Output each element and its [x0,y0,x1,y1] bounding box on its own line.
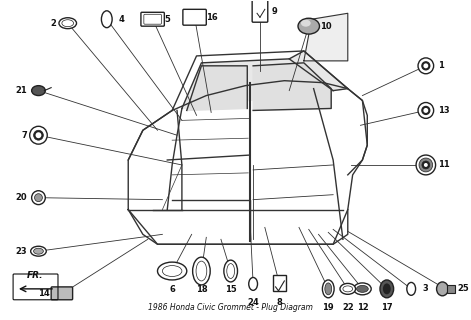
Ellipse shape [193,257,210,285]
Circle shape [35,132,41,138]
Ellipse shape [33,248,43,254]
Text: 23: 23 [15,247,27,256]
Text: 5: 5 [164,15,170,24]
Text: 1: 1 [438,61,443,70]
Text: 20: 20 [15,193,27,202]
Ellipse shape [59,18,76,29]
Circle shape [419,158,433,172]
Ellipse shape [224,260,237,282]
Ellipse shape [323,280,334,298]
Text: 22: 22 [342,303,354,312]
Ellipse shape [249,277,258,290]
Circle shape [422,107,430,114]
Circle shape [422,161,430,169]
Text: 16: 16 [206,13,218,22]
FancyBboxPatch shape [141,12,164,26]
Ellipse shape [157,262,187,280]
Ellipse shape [298,18,319,34]
Text: 8: 8 [276,298,282,307]
Bar [273,275,286,291]
Text: 24: 24 [247,298,259,307]
Text: 1986 Honda Civic Grommet - Plug Diagram: 1986 Honda Civic Grommet - Plug Diagram [148,303,313,312]
Text: 19: 19 [323,303,334,312]
Ellipse shape [31,246,46,256]
Text: 10: 10 [320,22,332,31]
Circle shape [30,126,47,144]
Text: 6: 6 [169,285,175,294]
FancyBboxPatch shape [183,9,206,25]
Ellipse shape [380,280,394,298]
Ellipse shape [340,284,356,294]
Bar [447,285,455,293]
Ellipse shape [354,283,371,295]
Text: 18: 18 [195,285,207,294]
Text: FR.: FR. [27,271,44,280]
Text: 13: 13 [438,106,449,115]
Polygon shape [304,13,348,61]
FancyBboxPatch shape [252,0,268,22]
Ellipse shape [32,86,45,96]
Text: 21: 21 [15,86,27,95]
FancyBboxPatch shape [51,287,73,300]
Text: 14: 14 [39,289,50,298]
Circle shape [34,194,42,202]
Ellipse shape [101,11,112,28]
Text: 2: 2 [50,19,56,28]
Circle shape [33,130,43,140]
Text: 25: 25 [457,284,469,293]
Circle shape [422,62,430,70]
Circle shape [32,191,45,204]
Polygon shape [289,51,348,91]
Ellipse shape [325,283,332,295]
Circle shape [423,63,428,68]
Circle shape [416,155,436,175]
Text: 4: 4 [119,15,124,24]
Ellipse shape [301,20,311,27]
Polygon shape [182,59,333,108]
Circle shape [418,58,434,74]
Circle shape [424,163,428,167]
Ellipse shape [357,285,368,292]
Ellipse shape [437,282,448,296]
Ellipse shape [407,283,415,295]
Polygon shape [253,63,331,110]
Text: 7: 7 [21,131,27,140]
Circle shape [423,108,428,113]
Text: 12: 12 [357,303,368,312]
Text: 17: 17 [381,303,393,312]
Text: 3: 3 [423,284,429,293]
Text: 9: 9 [272,7,277,16]
Ellipse shape [383,284,391,294]
Text: 11: 11 [438,160,449,170]
Circle shape [418,102,434,118]
Polygon shape [187,66,247,110]
Text: 15: 15 [225,285,236,294]
